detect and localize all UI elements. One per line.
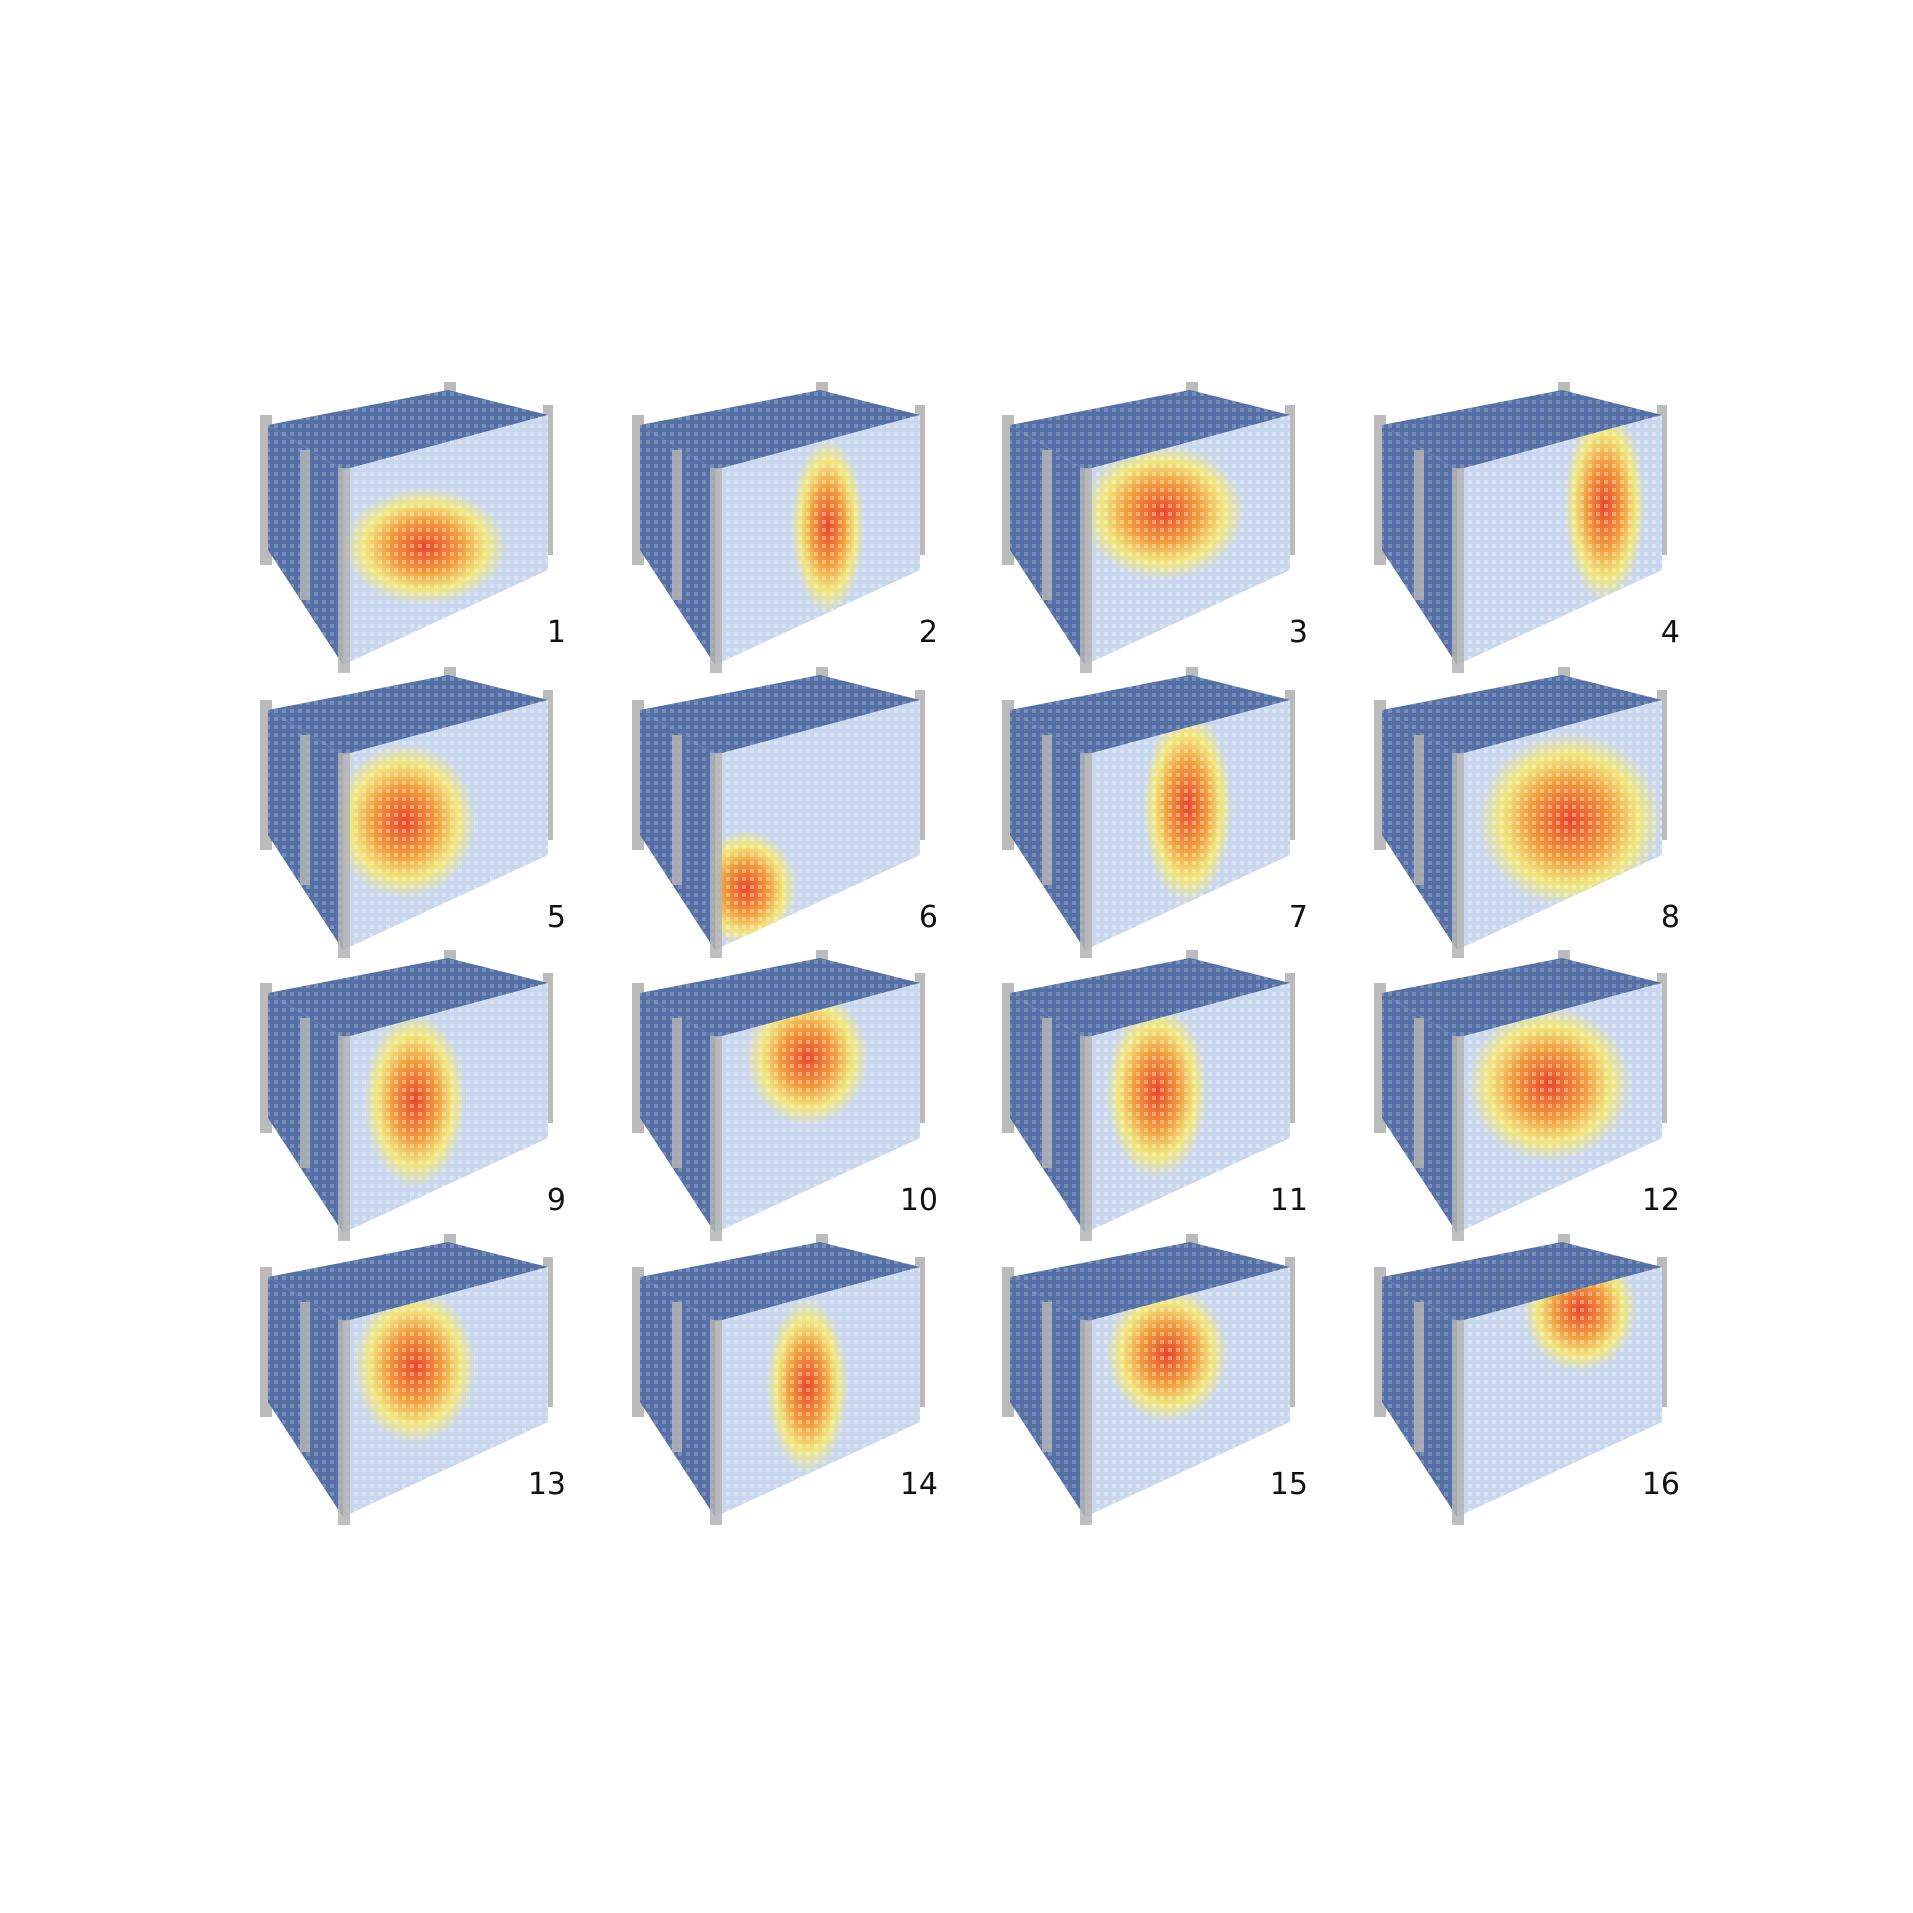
box-heatmap-graphic — [260, 667, 553, 958]
panel-number-label: 6 — [918, 900, 938, 935]
box-heatmap-graphic — [1374, 382, 1667, 673]
box-heatmap-graphic — [1002, 382, 1295, 673]
pillar — [672, 1018, 682, 1168]
pillar — [300, 735, 310, 885]
panel-number-label: 16 — [1641, 1467, 1680, 1502]
box-heatmap-graphic — [260, 1234, 553, 1525]
panel-number-label: 3 — [1288, 615, 1308, 650]
heatmap-panel: 15 — [990, 1234, 1320, 1532]
box-heatmap-graphic — [260, 950, 553, 1241]
pillar — [300, 1018, 310, 1168]
box-heatmap-graphic — [632, 382, 925, 673]
pillar — [1452, 753, 1464, 958]
box-heatmap-graphic — [1374, 667, 1667, 958]
pillar — [1414, 450, 1424, 600]
pillar — [1414, 735, 1424, 885]
pillar — [1080, 1036, 1092, 1241]
panel-number-label: 7 — [1288, 900, 1308, 935]
box-heatmap-graphic — [1002, 1234, 1295, 1525]
box-heatmap-graphic — [1002, 950, 1295, 1241]
pillar — [1080, 1320, 1092, 1525]
heatmap-panel: 4 — [1362, 382, 1692, 680]
panel-number-label: 14 — [899, 1467, 938, 1502]
box-heatmap-graphic — [260, 382, 553, 673]
panel-number-label: 10 — [899, 1183, 938, 1218]
heatmap-panel: 13 — [248, 1234, 578, 1532]
pillar — [338, 1036, 350, 1241]
pillar — [710, 753, 722, 958]
pillar — [338, 753, 350, 958]
heatmap-panel: 10 — [620, 950, 950, 1248]
pillar — [1414, 1018, 1424, 1168]
pillar — [1042, 1018, 1052, 1168]
heatmap-panel: 1 — [248, 382, 578, 680]
pillar — [1452, 1320, 1464, 1525]
box-heatmap-graphic — [1374, 950, 1667, 1241]
panel-number-label: 12 — [1641, 1183, 1680, 1218]
box-heatmap-graphic — [632, 667, 925, 958]
panel-number-label: 2 — [918, 615, 938, 650]
heatmap-panel: 9 — [248, 950, 578, 1248]
pillar — [1080, 468, 1092, 673]
panel-number-label: 11 — [1269, 1183, 1308, 1218]
pillar — [1414, 1302, 1424, 1452]
pillar — [338, 468, 350, 673]
box-heatmap-graphic — [1002, 667, 1295, 958]
pillar — [1042, 1302, 1052, 1452]
heatmap-panel: 5 — [248, 667, 578, 965]
heatmap-panel: 8 — [1362, 667, 1692, 965]
pillar — [1042, 450, 1052, 600]
pillar — [672, 450, 682, 600]
panel-number-label: 4 — [1660, 615, 1680, 650]
pillar — [1452, 1036, 1464, 1241]
panel-number-label: 13 — [527, 1467, 566, 1502]
pillar — [300, 450, 310, 600]
box-heatmap-graphic — [632, 1234, 925, 1525]
pillar — [672, 1302, 682, 1452]
box-heatmap-graphic — [1374, 1234, 1667, 1525]
heatmap-panel: 6 — [620, 667, 950, 965]
pillar — [1042, 735, 1052, 885]
heatmap-panel: 2 — [620, 382, 950, 680]
panel-number-label: 5 — [546, 900, 566, 935]
heatmap-panel: 16 — [1362, 1234, 1692, 1532]
heatmap-panel: 3 — [990, 382, 1320, 680]
panel-number-label: 9 — [546, 1183, 566, 1218]
panel-number-label: 1 — [546, 615, 566, 650]
heatmap-panel: 12 — [1362, 950, 1692, 1248]
panel-number-label: 8 — [1660, 900, 1680, 935]
heatmap-panel: 14 — [620, 1234, 950, 1532]
heatmap-panel: 11 — [990, 950, 1320, 1248]
panel-number-label: 15 — [1269, 1467, 1308, 1502]
box-heatmap-graphic — [632, 950, 925, 1241]
pillar — [672, 735, 682, 885]
pillar — [710, 1320, 722, 1525]
pillar — [1452, 468, 1464, 673]
pillar — [338, 1320, 350, 1525]
pillar — [300, 1302, 310, 1452]
pillar — [710, 1036, 722, 1241]
pillar — [1080, 753, 1092, 958]
heatmap-panel: 7 — [990, 667, 1320, 965]
pillar — [710, 468, 722, 673]
